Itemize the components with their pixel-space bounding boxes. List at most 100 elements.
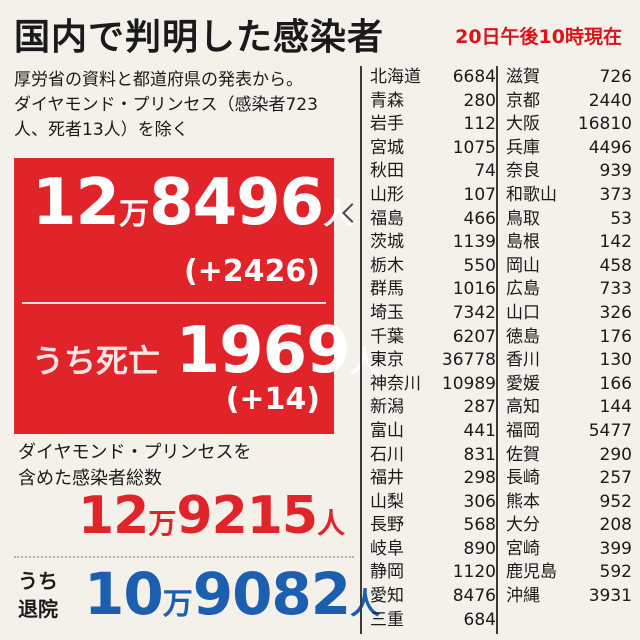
prefecture-name: 高知	[506, 397, 540, 418]
total-man-unit: 万	[148, 507, 177, 540]
prefecture-row: 滋賀 726	[506, 66, 632, 90]
prefecture-value: 726	[599, 67, 632, 87]
recovered-label: うち 退院	[18, 567, 58, 623]
prefecture-value: 166	[599, 373, 632, 394]
prefecture-name: 三重	[370, 609, 404, 630]
prefecture-row: 富山 441	[370, 420, 496, 444]
panel-divider	[22, 302, 326, 304]
dotted-separator	[14, 556, 354, 558]
prefecture-row: 宮城 1075	[370, 137, 496, 161]
prefecture-row: 福岡 5477	[506, 420, 632, 444]
prefecture-name: 静岡	[370, 562, 404, 583]
prefecture-row: 岩手 112	[370, 113, 496, 137]
prefecture-row: 群馬 1016	[370, 278, 496, 302]
prefecture-row: 岡山 458	[506, 255, 632, 279]
prefecture-value: 568	[463, 515, 496, 536]
prefecture-name: 北海道	[370, 67, 421, 87]
prefecture-name: 埼玉	[370, 302, 404, 323]
prefecture-row: 京都 2440	[506, 90, 632, 114]
cases-delta: (+2426)	[183, 254, 320, 289]
prefecture-value: 36778	[441, 350, 496, 371]
prefecture-row: 島根 142	[506, 231, 632, 255]
prefecture-name: 広島	[506, 279, 540, 300]
prefecture-name: 兵庫	[506, 137, 540, 158]
prefecture-value: 290	[599, 444, 632, 465]
prefecture-value: 831	[463, 444, 496, 465]
recovered-man-value: 10	[84, 560, 164, 628]
prefecture-value: 112	[463, 114, 496, 135]
recovered-label-line: うち	[18, 569, 58, 593]
prefecture-name: 岩手	[370, 114, 404, 135]
prefecture-name: 長崎	[506, 468, 540, 489]
prefecture-row: 山梨 306	[370, 491, 496, 515]
prefecture-value: 466	[463, 208, 496, 229]
prefecture-name: 佐賀	[506, 444, 540, 465]
prefecture-value: 326	[599, 302, 632, 323]
prefecture-name: 山形	[370, 184, 404, 205]
prefecture-row: 新潟 287	[370, 396, 496, 420]
prefecture-value: 890	[463, 538, 496, 559]
prefecture-value: 733	[599, 279, 632, 300]
recovered-unit: 人	[350, 587, 381, 622]
prefecture-row: 静岡 1120	[370, 561, 496, 585]
cases-man-unit: 万	[119, 197, 150, 232]
prefecture-row: 東京 36778	[370, 349, 496, 373]
prefecture-name: 宮崎	[506, 538, 540, 559]
recovered-label-line: 退院	[18, 597, 58, 621]
prefecture-row: 大分 208	[506, 514, 632, 538]
prefecture-value: 441	[463, 420, 496, 441]
prefecture-name: 愛媛	[506, 373, 540, 394]
total-caption-line: 含めた感染者総数	[18, 468, 162, 489]
prefecture-value: 176	[599, 326, 632, 347]
recovered-count: 10万9082人	[84, 560, 380, 628]
prefecture-value: 8476	[452, 586, 496, 607]
prefecture-value: 458	[599, 255, 632, 276]
prefecture-row: 千葉 6207	[370, 326, 496, 350]
prefecture-value: 3931	[588, 586, 632, 607]
cases-unit: 人	[323, 197, 354, 232]
prefecture-row: 神奈川 10989	[370, 373, 496, 397]
prefecture-name: 群馬	[370, 279, 404, 300]
source-note-line: 人、死者13人）を除く	[14, 120, 189, 140]
prefecture-row: 山形 107	[370, 184, 496, 208]
prefecture-value: 130	[599, 350, 632, 371]
prefecture-list-1: 北海道 6684 青森 280 岩手 112 宮城 1075 秋田 74 山形 107 福島 466 茨城 1…	[370, 66, 496, 632]
prefecture-name: 石川	[370, 444, 404, 465]
prefecture-name: 岡山	[506, 255, 540, 276]
total-unit: 人	[317, 507, 346, 540]
prefecture-value: 287	[463, 397, 496, 418]
prefecture-row: 三重 684	[370, 609, 496, 633]
prefecture-row: 秋田 74	[370, 160, 496, 184]
cases-man-value: 12	[32, 166, 120, 240]
prefecture-row: 長野 568	[370, 514, 496, 538]
prefecture-name: 新潟	[370, 397, 404, 418]
prefecture-value: 1120	[452, 562, 496, 583]
prefecture-row: 沖縄 3931	[506, 585, 632, 609]
timestamp: 20日午後10時現在	[455, 26, 622, 48]
prefecture-name: 茨城	[370, 232, 404, 253]
prefecture-name: 香川	[506, 350, 540, 371]
prefecture-value: 6684	[452, 67, 496, 87]
deaths-value: 1969	[175, 314, 351, 388]
prefecture-name: 京都	[506, 90, 540, 111]
prefecture-name: 福島	[370, 208, 404, 229]
prefecture-name: 愛知	[370, 586, 404, 607]
prefecture-name: 島根	[506, 232, 540, 253]
prefecture-value: 16810	[577, 114, 632, 135]
total-rest-value: 9215	[176, 486, 318, 546]
prefecture-row: 愛媛 166	[506, 373, 632, 397]
prefecture-row: 福島 466	[370, 208, 496, 232]
prefecture-name: 富山	[370, 420, 404, 441]
prefecture-name: 徳島	[506, 326, 540, 347]
prefecture-name: 秋田	[370, 161, 404, 182]
prefecture-name: 鳥取	[506, 208, 540, 229]
prefecture-row: 香川 130	[506, 349, 632, 373]
prefecture-value: 280	[463, 90, 496, 111]
cases-panel: 12万8496人 (+2426) うち死亡 1969人 (+14)	[14, 158, 380, 434]
prefecture-row: 徳島 176	[506, 326, 632, 350]
prefecture-name: 東京	[370, 350, 404, 371]
deaths-delta: (+14)	[225, 382, 320, 417]
prefecture-row: 茨城 1139	[370, 231, 496, 255]
prefecture-value: 7342	[452, 302, 496, 323]
prefecture-value: 257	[599, 468, 632, 489]
